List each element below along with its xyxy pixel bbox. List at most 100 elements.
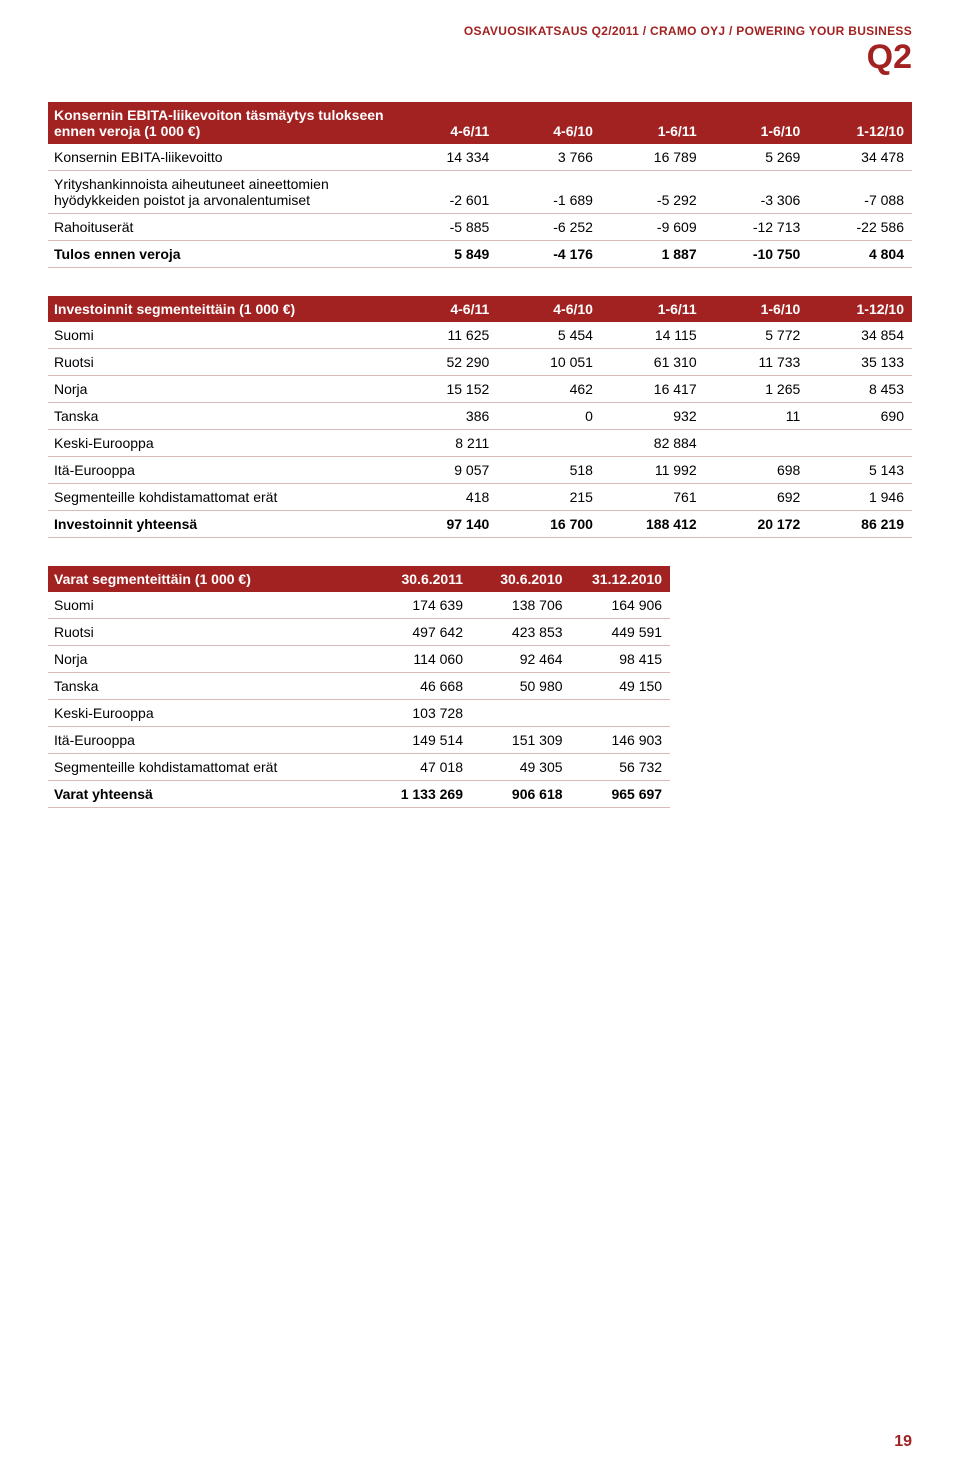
table-row: Keski-Eurooppa103 728 xyxy=(48,700,670,727)
cell-value: 188 412 xyxy=(601,511,705,538)
cell-value: 46 668 xyxy=(371,673,471,700)
cell-value: 1 887 xyxy=(601,241,705,268)
cell-value: 497 642 xyxy=(371,619,471,646)
table-ebita-reconciliation: Konsernin EBITA-liikevoiton täsmäytys tu… xyxy=(48,102,912,268)
cell-value: 20 172 xyxy=(705,511,809,538)
cell-value: 692 xyxy=(705,484,809,511)
table-header: Konsernin EBITA-liikevoiton täsmäytys tu… xyxy=(48,102,912,144)
cell-value: 11 992 xyxy=(601,457,705,484)
cell-value: 114 060 xyxy=(371,646,471,673)
table-assets-by-segment: Varat segmenteittäin (1 000 €) 30.6.2011… xyxy=(48,566,670,808)
cell-value: 47 018 xyxy=(371,754,471,781)
col-header: 4-6/11 xyxy=(394,296,498,322)
col-header: 4-6/10 xyxy=(497,296,601,322)
row-label: Itä-Eurooppa xyxy=(48,727,371,754)
cell-value: -2 601 xyxy=(394,171,498,214)
table-header: Varat segmenteittäin (1 000 €) 30.6.2011… xyxy=(48,566,670,592)
col-header: 4-6/10 xyxy=(497,102,601,144)
cell-value: 5 849 xyxy=(394,241,498,268)
row-label: Segmenteille kohdistamattomat erät xyxy=(48,484,394,511)
header-quarter: Q2 xyxy=(48,40,912,74)
cell-value xyxy=(705,430,809,457)
cell-value: 418 xyxy=(394,484,498,511)
col-header: 30.6.2010 xyxy=(471,566,571,592)
header-tagline: OSAVUOSIKATSAUS Q2/2011 / CRAMO OYJ / PO… xyxy=(48,24,912,38)
table-investments-by-segment: Investoinnit segmenteittäin (1 000 €) 4-… xyxy=(48,296,912,538)
table-row: Investoinnit yhteensä97 14016 700188 412… xyxy=(48,511,912,538)
cell-value: 5 143 xyxy=(808,457,912,484)
col-header: Varat segmenteittäin (1 000 €) xyxy=(48,566,371,592)
cell-value: 0 xyxy=(497,403,601,430)
cell-value: -22 586 xyxy=(808,214,912,241)
cell-value: 761 xyxy=(601,484,705,511)
row-label: Itä-Eurooppa xyxy=(48,457,394,484)
cell-value: 11 xyxy=(705,403,809,430)
table-row: Suomi11 6255 45414 1155 77234 854 xyxy=(48,322,912,349)
cell-value: 49 150 xyxy=(571,673,671,700)
cell-value: 52 290 xyxy=(394,349,498,376)
cell-value: 56 732 xyxy=(571,754,671,781)
cell-value: 98 415 xyxy=(571,646,671,673)
col-header: 1-12/10 xyxy=(808,102,912,144)
cell-value: 1 946 xyxy=(808,484,912,511)
cell-value: -6 252 xyxy=(497,214,601,241)
cell-value: 518 xyxy=(497,457,601,484)
row-label: Ruotsi xyxy=(48,349,394,376)
row-label: Norja xyxy=(48,376,394,403)
cell-value: 386 xyxy=(394,403,498,430)
cell-value: 462 xyxy=(497,376,601,403)
cell-value: 14 115 xyxy=(601,322,705,349)
col-header: 1-6/10 xyxy=(705,296,809,322)
table-row: Norja15 15246216 4171 2658 453 xyxy=(48,376,912,403)
cell-value: -4 176 xyxy=(497,241,601,268)
row-label: Keski-Eurooppa xyxy=(48,430,394,457)
table-row: Rahoituserät-5 885-6 252-9 609-12 713-22… xyxy=(48,214,912,241)
cell-value: -3 306 xyxy=(705,171,809,214)
table-row: Segmenteille kohdistamattomat erät47 018… xyxy=(48,754,670,781)
cell-value: 16 700 xyxy=(497,511,601,538)
table-body: Suomi11 6255 45414 1155 77234 854Ruotsi5… xyxy=(48,322,912,538)
row-label: Tanska xyxy=(48,673,371,700)
table-header: Investoinnit segmenteittäin (1 000 €) 4-… xyxy=(48,296,912,322)
col-header: 1-6/11 xyxy=(601,102,705,144)
row-label: Rahoituserät xyxy=(48,214,394,241)
cell-value: 138 706 xyxy=(471,592,571,619)
cell-value: 49 305 xyxy=(471,754,571,781)
cell-value: -7 088 xyxy=(808,171,912,214)
cell-value xyxy=(497,430,601,457)
table-row: Itä-Eurooppa149 514151 309146 903 xyxy=(48,727,670,754)
cell-value: 103 728 xyxy=(371,700,471,727)
cell-value: 423 853 xyxy=(471,619,571,646)
cell-value: 50 980 xyxy=(471,673,571,700)
table-row: Yrityshankinnoista aiheutuneet aineettom… xyxy=(48,171,912,214)
table-row: Norja114 06092 46498 415 xyxy=(48,646,670,673)
page-number: 19 xyxy=(894,1433,912,1451)
cell-value: 3 766 xyxy=(497,144,601,171)
cell-value: 5 454 xyxy=(497,322,601,349)
table-row: Tanska386093211690 xyxy=(48,403,912,430)
cell-value xyxy=(471,700,571,727)
table-row: Segmenteille kohdistamattomat erät418215… xyxy=(48,484,912,511)
table-row: Varat yhteensä1 133 269906 618965 697 xyxy=(48,781,670,808)
row-label: Tanska xyxy=(48,403,394,430)
cell-value: -12 713 xyxy=(705,214,809,241)
col-header: 1-6/11 xyxy=(601,296,705,322)
table-row: Keski-Eurooppa8 21182 884 xyxy=(48,430,912,457)
cell-value: 5 772 xyxy=(705,322,809,349)
cell-value: 164 906 xyxy=(571,592,671,619)
cell-value: 16 417 xyxy=(601,376,705,403)
cell-value: 8 453 xyxy=(808,376,912,403)
col-header: Investoinnit segmenteittäin (1 000 €) xyxy=(48,296,394,322)
cell-value: 11 625 xyxy=(394,322,498,349)
page-container: OSAVUOSIKATSAUS Q2/2011 / CRAMO OYJ / PO… xyxy=(0,0,960,1471)
table-row: Konsernin EBITA-liikevoitto14 3343 76616… xyxy=(48,144,912,171)
cell-value: 61 310 xyxy=(601,349,705,376)
table-row: Ruotsi497 642423 853449 591 xyxy=(48,619,670,646)
cell-value: -1 689 xyxy=(497,171,601,214)
cell-value: 10 051 xyxy=(497,349,601,376)
table-row: Tulos ennen veroja5 849-4 1761 887-10 75… xyxy=(48,241,912,268)
cell-value: 215 xyxy=(497,484,601,511)
cell-value xyxy=(571,700,671,727)
cell-value: 698 xyxy=(705,457,809,484)
row-label: Varat yhteensä xyxy=(48,781,371,808)
